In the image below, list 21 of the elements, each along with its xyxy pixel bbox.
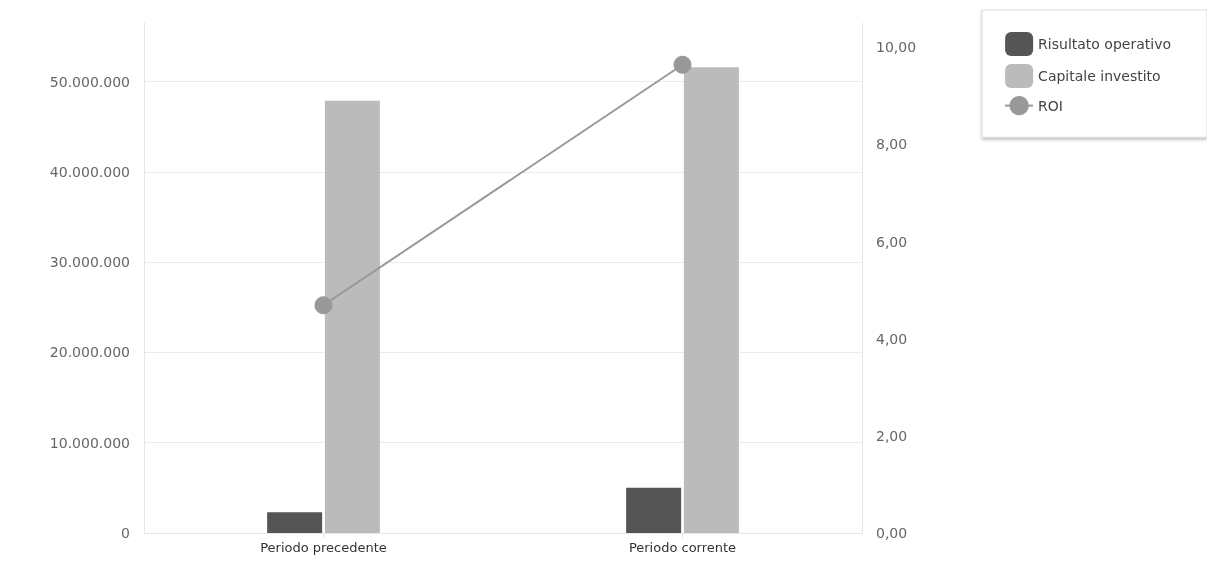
bar — [324, 100, 380, 533]
y2-tick-label: 10,00 — [876, 39, 917, 56]
legend-label: Risultato operativo — [1038, 36, 1172, 52]
y-tick-label: 40.000.000 — [49, 163, 130, 180]
y-tick-label: 20.000.000 — [49, 344, 130, 361]
x-tick-label: Periodo corrente — [628, 540, 737, 555]
legend-label: ROI — [1038, 97, 1064, 114]
y2-tick-label: 0,00 — [876, 525, 908, 541]
y-tick-label: 50.000.000 — [49, 73, 130, 90]
bar — [267, 512, 323, 533]
bar — [683, 67, 739, 533]
y2-tick-label: 4,00 — [876, 330, 908, 347]
y-tick-label: 0 — [121, 525, 130, 541]
y-tick-label: 10.000.000 — [49, 434, 130, 451]
y2-tick-label: 2,00 — [876, 427, 908, 444]
y-tick-label: 30.000.000 — [49, 254, 130, 271]
y2-tick-label: 6,00 — [876, 233, 908, 250]
legend-label: Capitale investito — [1038, 68, 1161, 84]
bar — [626, 487, 682, 533]
y2-tick-label: 8,00 — [876, 136, 908, 153]
x-tick-label: Periodo precedente — [260, 540, 387, 555]
